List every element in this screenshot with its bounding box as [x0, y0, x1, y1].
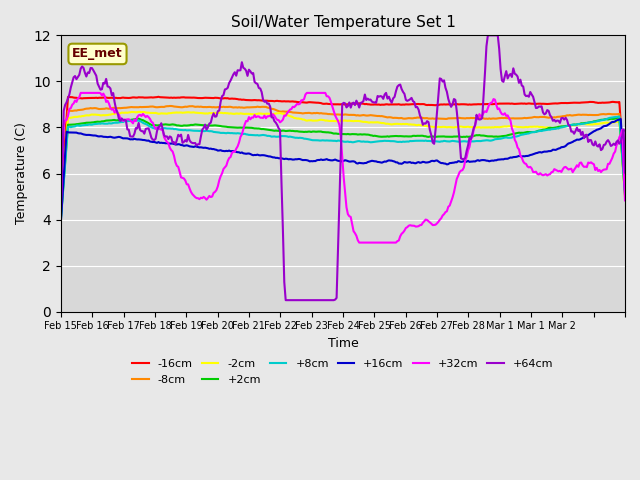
-8cm: [243, 105, 250, 110]
+32cm: [282, 113, 289, 119]
X-axis label: Time: Time: [328, 337, 358, 350]
-16cm: [621, 183, 629, 189]
+64cm: [621, 170, 629, 176]
+64cm: [57, 210, 65, 216]
+64cm: [466, 135, 474, 141]
+2cm: [280, 128, 288, 133]
Text: EE_met: EE_met: [72, 48, 123, 60]
-2cm: [413, 122, 421, 128]
+8cm: [467, 139, 475, 144]
+64cm: [413, 104, 421, 110]
-2cm: [466, 124, 474, 130]
+16cm: [617, 116, 625, 122]
+8cm: [280, 133, 288, 139]
Line: +64cm: +64cm: [61, 36, 625, 300]
+2cm: [412, 133, 420, 139]
+16cm: [280, 156, 288, 162]
Line: -8cm: -8cm: [61, 106, 625, 212]
-16cm: [282, 98, 289, 104]
+16cm: [125, 136, 132, 142]
-2cm: [57, 212, 65, 218]
+64cm: [468, 131, 476, 137]
+32cm: [621, 197, 629, 203]
-2cm: [468, 124, 476, 130]
-2cm: [125, 109, 132, 115]
+16cm: [621, 188, 629, 194]
+2cm: [241, 125, 248, 131]
Legend: -16cm, -8cm, -2cm, +2cm, +8cm, +16cm, +32cm, +64cm: -16cm, -8cm, -2cm, +2cm, +8cm, +16cm, +3…: [128, 355, 558, 389]
+64cm: [241, 66, 248, 72]
+2cm: [125, 118, 132, 123]
+2cm: [57, 216, 65, 221]
-8cm: [125, 105, 132, 110]
-16cm: [57, 202, 65, 207]
+2cm: [621, 192, 629, 198]
+32cm: [126, 118, 134, 123]
-2cm: [621, 194, 629, 200]
+32cm: [57, 198, 65, 204]
+32cm: [415, 223, 422, 229]
Line: +32cm: +32cm: [61, 93, 625, 242]
-16cm: [413, 101, 421, 107]
-8cm: [166, 103, 173, 109]
Line: +16cm: +16cm: [61, 119, 625, 221]
+16cm: [464, 158, 472, 164]
-2cm: [243, 111, 250, 117]
+8cm: [57, 216, 65, 222]
-8cm: [466, 115, 474, 121]
-8cm: [57, 209, 65, 215]
-16cm: [155, 94, 163, 100]
+64cm: [125, 127, 132, 132]
+8cm: [125, 118, 132, 124]
-8cm: [413, 115, 421, 120]
+8cm: [616, 114, 623, 120]
+8cm: [412, 138, 420, 144]
+32cm: [467, 136, 475, 142]
Line: -2cm: -2cm: [61, 112, 625, 215]
-8cm: [621, 190, 629, 196]
+2cm: [616, 115, 623, 120]
-16cm: [468, 102, 476, 108]
+16cm: [467, 159, 475, 165]
+32cm: [243, 118, 250, 124]
+64cm: [484, 33, 492, 38]
+2cm: [464, 134, 472, 140]
+64cm: [280, 279, 288, 285]
-16cm: [466, 102, 474, 108]
+8cm: [621, 192, 629, 198]
-2cm: [282, 112, 289, 118]
+8cm: [464, 139, 472, 144]
+8cm: [241, 131, 248, 137]
+2cm: [467, 134, 475, 140]
+16cm: [241, 151, 248, 156]
+64cm: [282, 297, 289, 303]
-2cm: [136, 109, 144, 115]
-8cm: [282, 109, 289, 115]
Y-axis label: Temperature (C): Temperature (C): [15, 122, 28, 225]
Line: -16cm: -16cm: [61, 97, 625, 204]
Title: Soil/Water Temperature Set 1: Soil/Water Temperature Set 1: [230, 15, 456, 30]
+32cm: [355, 240, 363, 245]
-16cm: [125, 95, 132, 101]
-16cm: [243, 97, 250, 103]
Line: +8cm: +8cm: [61, 117, 625, 219]
+16cm: [412, 160, 420, 166]
-8cm: [468, 115, 476, 121]
Line: +2cm: +2cm: [61, 118, 625, 218]
+32cm: [77, 90, 84, 96]
+16cm: [57, 218, 65, 224]
+32cm: [470, 127, 477, 132]
